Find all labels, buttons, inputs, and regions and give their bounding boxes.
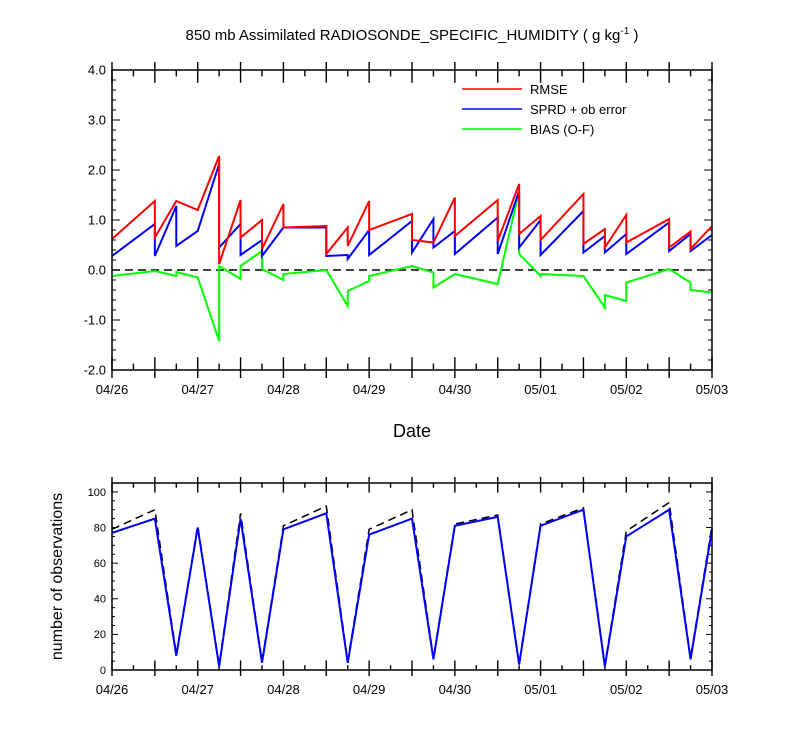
y-tick-label: 4.0 xyxy=(88,63,106,78)
x-tick-label: 04/26 xyxy=(96,382,129,397)
y-tick-label: 20 xyxy=(94,629,106,641)
chart-title: 850 mb Assimilated RADIOSONDE_SPECIFIC_H… xyxy=(186,26,639,44)
y-axis-label: number of observations xyxy=(49,493,66,660)
series-line-assimilated xyxy=(111,508,713,667)
x-axis-label: Date xyxy=(393,421,431,441)
chart-title-suffix: ) xyxy=(629,27,638,44)
y-tick-label: 2.0 xyxy=(88,163,106,178)
x-tick-label: 05/02 xyxy=(610,682,643,697)
x-tick-label: 04/27 xyxy=(181,382,214,397)
series-line-bias-o-f xyxy=(111,190,713,342)
chart-panel-2 xyxy=(111,477,713,676)
x-tick-label: 04/28 xyxy=(267,382,300,397)
legend-label: SPRD + ob error xyxy=(530,102,627,117)
x-tick-label: 04/28 xyxy=(267,682,300,697)
y-tick-label: 60 xyxy=(94,558,106,570)
series-line-rmse xyxy=(111,155,713,265)
x-tick-label: 05/01 xyxy=(524,382,557,397)
x-tick-label: 05/02 xyxy=(610,382,643,397)
y-tick-label: 40 xyxy=(94,594,106,606)
chart-title-main: 850 mb Assimilated RADIOSONDE_SPECIFIC_H… xyxy=(186,27,621,44)
series-line-sprd-ob-error xyxy=(111,163,713,263)
x-tick-label: 04/30 xyxy=(439,382,472,397)
series-line-total xyxy=(111,501,713,665)
y-tick-label: 3.0 xyxy=(88,113,106,128)
chart-panel-1: 850 mb Assimilated RADIOSONDE_SPECIFIC_H… xyxy=(111,26,713,378)
x-tick-label: 04/27 xyxy=(181,682,214,697)
x-tick-label: 04/29 xyxy=(353,382,386,397)
chart-title-superscript: -1 xyxy=(620,26,629,37)
x-tick-label: 04/30 xyxy=(439,682,472,697)
x-tick-label: 04/26 xyxy=(96,682,129,697)
legend-label: RMSE xyxy=(530,82,568,97)
x-tick-label: 04/29 xyxy=(353,682,386,697)
y-tick-label: -2.0 xyxy=(84,363,106,378)
y-tick-label: 0 xyxy=(100,665,106,677)
y-tick-label: -1.0 xyxy=(84,313,106,328)
y-tick-label: 1.0 xyxy=(88,213,106,228)
y-tick-label: 100 xyxy=(88,487,106,499)
x-tick-label: 05/01 xyxy=(524,682,557,697)
plot-frame xyxy=(111,69,713,371)
legend-label: BIAS (O-F) xyxy=(530,122,594,137)
x-tick-label: 05/03 xyxy=(696,682,729,697)
y-tick-label: 0.0 xyxy=(88,263,106,278)
x-tick-label: 05/03 xyxy=(696,382,729,397)
plot-frame xyxy=(111,482,713,671)
y-tick-label: 80 xyxy=(94,522,106,534)
